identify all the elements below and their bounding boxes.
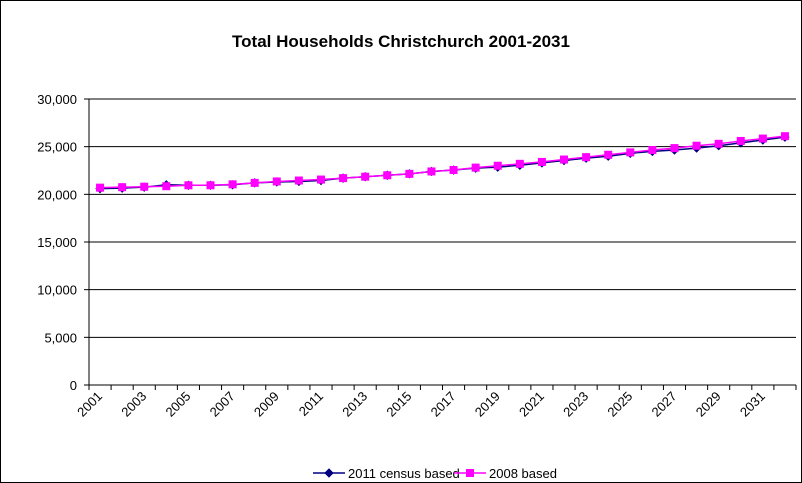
axes [84, 98, 797, 390]
data-point [294, 176, 303, 185]
x-tick-label: 2001 [74, 389, 105, 420]
legend-label: 2011 census based [348, 466, 460, 481]
x-tick-label: 2031 [737, 389, 768, 420]
data-point [537, 157, 546, 166]
data-point [449, 166, 458, 175]
data-point [206, 181, 215, 190]
x-tick-label: 2025 [604, 389, 635, 420]
x-tick-label: 2027 [649, 389, 680, 420]
series-line [100, 135, 786, 189]
data-point [471, 163, 480, 172]
legend-label: 2008 based [489, 466, 557, 481]
data-point [604, 150, 613, 159]
data-point [515, 159, 524, 168]
x-tick-label: 2009 [251, 389, 282, 420]
x-tick-label: 2005 [162, 389, 193, 420]
data-point [250, 178, 259, 187]
y-tick-label: 0 [70, 378, 77, 393]
data-point [493, 161, 502, 170]
y-tick-label: 10,000 [37, 283, 77, 298]
data-point [383, 171, 392, 180]
data-point [648, 146, 657, 155]
data-point [670, 144, 679, 153]
y-tick-label: 5,000 [44, 330, 77, 345]
data-point [361, 172, 370, 181]
data-point [692, 141, 701, 150]
data-point [118, 183, 127, 192]
x-tick-label: 2011 [296, 389, 326, 419]
x-tick-label: 2029 [693, 389, 724, 420]
data-point [228, 180, 237, 189]
x-tick-labels: 2001 2003 2005 2007 2009 2011 2013 2015 2017 2019… [74, 389, 768, 420]
x-tick-label: 2021 [516, 389, 547, 420]
x-tick-label: 2017 [428, 389, 459, 420]
data-point [184, 181, 193, 190]
data-point [560, 155, 569, 164]
data-series [95, 132, 790, 194]
y-tick-label: 15,000 [37, 235, 77, 250]
legend: 2011 census based 2008 based [313, 466, 557, 481]
data-point [582, 153, 591, 162]
data-point [780, 132, 789, 141]
x-tick-label: 2003 [118, 389, 149, 420]
series-census-2011 [95, 132, 790, 194]
data-point [162, 182, 171, 191]
y-tick-label: 20,000 [37, 187, 77, 202]
data-point [736, 136, 745, 145]
data-point [272, 177, 281, 186]
x-tick-label: 2015 [383, 389, 414, 420]
data-point [316, 175, 325, 184]
grid-lines [89, 98, 796, 338]
data-point [427, 167, 436, 176]
x-tick-label: 2023 [560, 389, 591, 420]
y-tick-labels: 0 5,000 10,000 15,000 20,000 25,000 30,000 [37, 92, 77, 393]
data-point [96, 183, 105, 192]
legend-item: 2011 census based [313, 466, 460, 481]
data-point [626, 148, 635, 157]
legend-marker [466, 469, 474, 477]
x-tick-label: 2019 [472, 389, 503, 420]
series-line [100, 136, 786, 190]
legend-marker [324, 468, 334, 478]
x-tick-label: 2013 [339, 389, 370, 420]
data-point [758, 134, 767, 143]
legend-item: 2008 based [454, 466, 557, 481]
chart-title: Total Households Christchurch 2001-2031 [232, 32, 570, 51]
data-point [140, 182, 149, 191]
data-point [405, 169, 414, 178]
y-tick-label: 25,000 [37, 140, 77, 155]
x-tick-label: 2007 [207, 389, 238, 420]
data-point [714, 139, 723, 148]
series-based-2008 [96, 132, 789, 192]
data-point [339, 174, 348, 183]
y-tick-label: 30,000 [37, 92, 77, 107]
